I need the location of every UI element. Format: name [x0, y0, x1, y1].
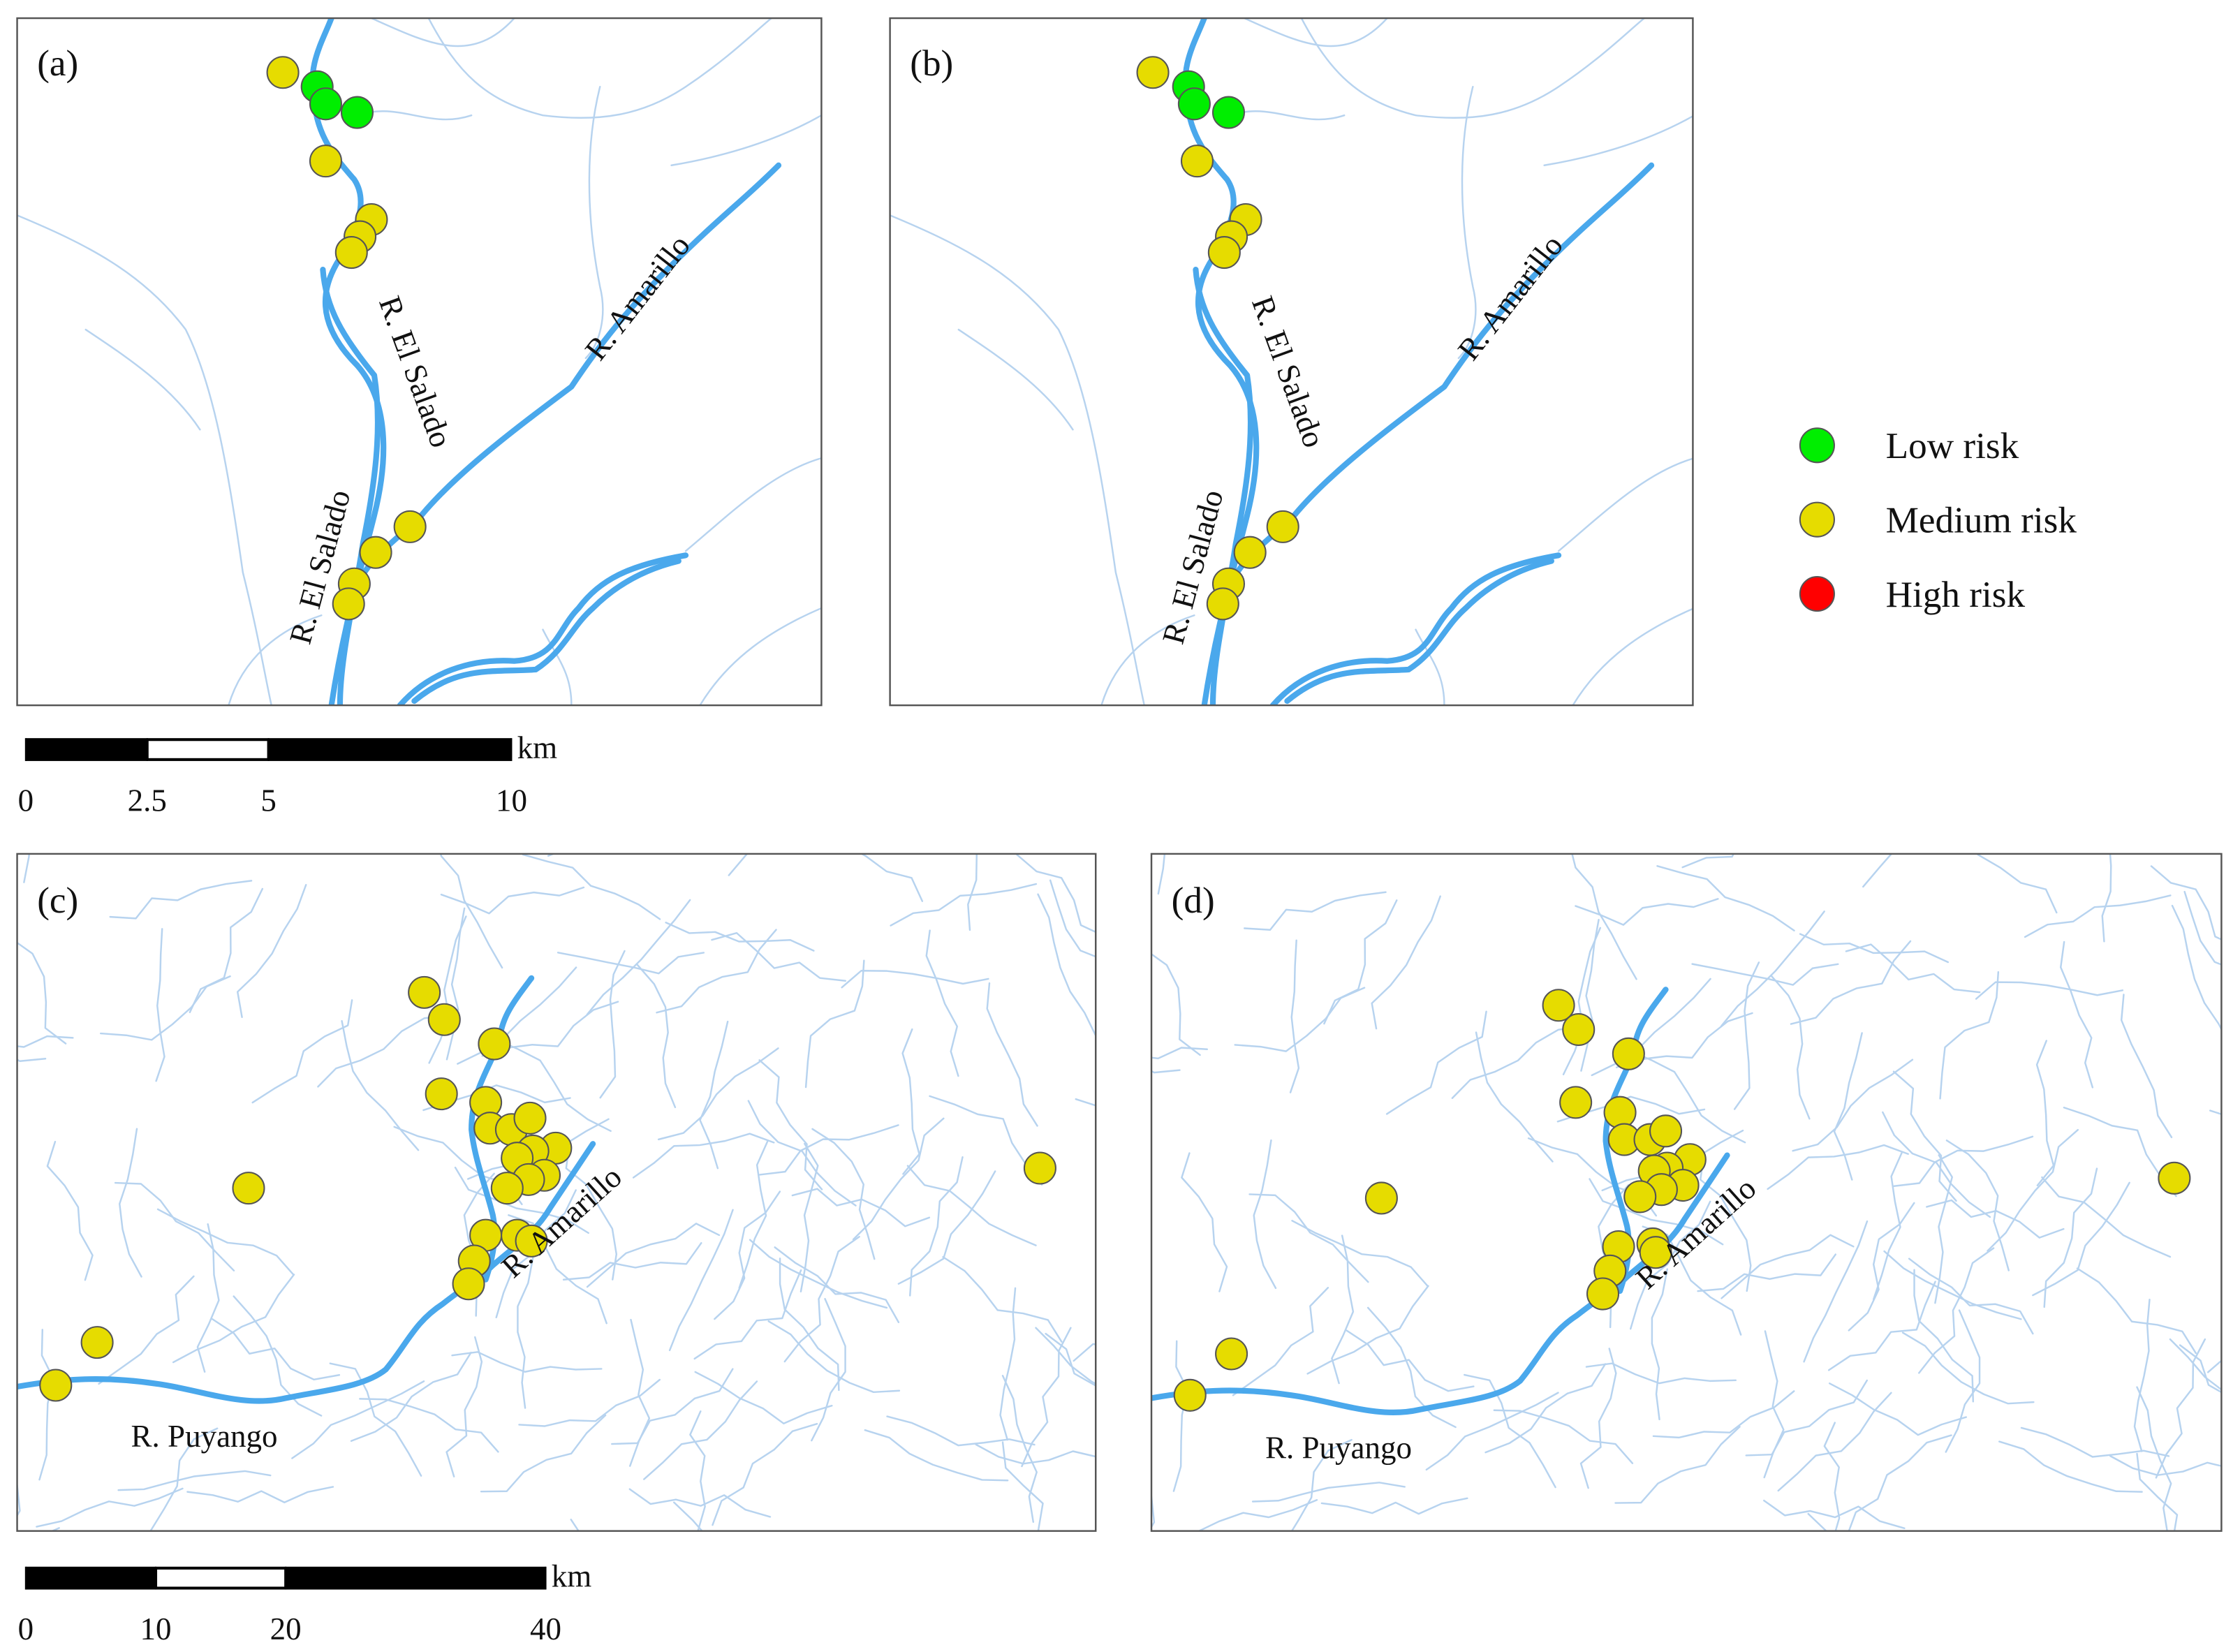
site	[1603, 1096, 1637, 1129]
site	[1639, 1236, 1672, 1269]
site	[334, 236, 368, 270]
site	[1542, 989, 1575, 1022]
site	[332, 587, 365, 621]
site	[490, 1172, 524, 1205]
river-label: R. Amarillo	[1451, 228, 1570, 367]
panel-label: (a)	[37, 43, 78, 84]
site	[1215, 1337, 1248, 1371]
river-label: R. Amarillo	[578, 228, 697, 367]
site	[515, 1224, 548, 1258]
site	[232, 1172, 265, 1205]
site	[309, 87, 342, 121]
site	[340, 96, 374, 129]
scale-tick-label: 10	[496, 783, 527, 818]
site	[1023, 1151, 1056, 1185]
frame	[16, 17, 823, 707]
site	[1364, 1181, 1398, 1215]
panel-label: (c)	[37, 880, 78, 921]
site	[1649, 1114, 1683, 1148]
scale-tick-label: 10	[140, 1612, 172, 1646]
frame	[16, 853, 1097, 1532]
scale-tick-label: 20	[270, 1612, 302, 1646]
site	[1180, 145, 1214, 178]
site	[80, 1326, 114, 1359]
site	[513, 1101, 547, 1135]
site	[1173, 1378, 1207, 1412]
panel-label: (d)	[1172, 880, 1215, 921]
site	[393, 510, 427, 543]
site	[1136, 56, 1170, 89]
scale-tick-label: 5	[260, 783, 277, 818]
scale-unit: km	[517, 730, 558, 765]
scale-segment	[157, 1569, 285, 1587]
site	[1623, 1180, 1657, 1214]
legend-marker	[1799, 501, 1835, 538]
scale-unit: km	[552, 1558, 592, 1593]
scale-tick-label: 0	[18, 783, 34, 818]
site	[1612, 1037, 1645, 1070]
river-label: R. Puyango	[1265, 1430, 1412, 1465]
site	[359, 536, 392, 569]
legend-label: High risk	[1886, 574, 2026, 615]
site	[1559, 1086, 1593, 1119]
site	[1586, 1277, 1620, 1311]
scale-segment	[148, 741, 267, 758]
site	[39, 1369, 73, 1402]
legend-marker	[1799, 427, 1835, 464]
site	[427, 1003, 461, 1036]
scale-tick-label: 2.5	[128, 783, 167, 818]
site	[1207, 236, 1241, 270]
site	[452, 1267, 485, 1301]
frame	[889, 17, 1694, 707]
legend-label: Medium risk	[1886, 500, 2077, 541]
site	[408, 975, 441, 1009]
scale-segment	[286, 1569, 546, 1587]
scale-tick-label: 0	[18, 1612, 34, 1646]
panel-label: (b)	[910, 43, 953, 84]
site	[2158, 1161, 2191, 1195]
site	[1266, 510, 1299, 543]
site	[309, 145, 342, 178]
legend-marker	[1799, 575, 1835, 612]
frame	[1150, 853, 2223, 1532]
scale-segment	[25, 1569, 156, 1587]
scale-segment	[25, 741, 147, 758]
river-label: R. Puyango	[131, 1419, 278, 1454]
legend-label: Low risk	[1886, 425, 2019, 466]
site	[425, 1077, 458, 1111]
site	[1562, 1013, 1596, 1047]
site	[1206, 587, 1239, 621]
scale-segment	[268, 741, 512, 758]
site	[1233, 536, 1267, 569]
site	[266, 56, 300, 89]
site	[1211, 96, 1246, 129]
scale-tick-label: 40	[530, 1612, 561, 1646]
site	[478, 1027, 511, 1061]
site	[1177, 87, 1211, 121]
